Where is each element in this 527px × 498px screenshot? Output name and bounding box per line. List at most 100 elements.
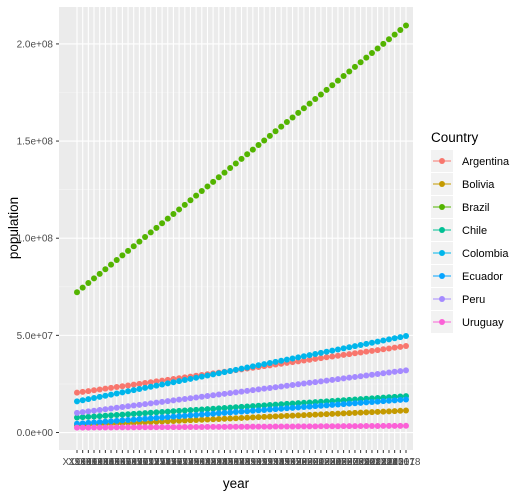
data-point <box>193 375 199 381</box>
x-axis: X1960X1961X1962X1963X1964X1965X1966X1967… <box>63 450 421 468</box>
data-point <box>318 378 324 384</box>
data-point <box>125 411 131 417</box>
data-point <box>392 345 398 351</box>
data-point <box>136 416 142 422</box>
data-point <box>307 404 313 410</box>
data-point <box>250 363 256 369</box>
data-point <box>244 415 250 421</box>
data-point <box>210 392 216 398</box>
data-point <box>85 280 91 286</box>
data-point <box>221 391 227 397</box>
data-point <box>244 388 250 394</box>
data-point <box>176 206 182 212</box>
data-point <box>193 193 199 199</box>
data-point <box>204 411 210 417</box>
data-point <box>165 424 171 430</box>
data-point <box>187 412 193 418</box>
data-point <box>261 386 267 392</box>
data-point <box>358 410 364 416</box>
y-tick-label: 2.0e+08 <box>17 39 54 50</box>
legend-key <box>431 173 453 195</box>
data-point <box>403 408 409 414</box>
data-point <box>233 415 239 421</box>
data-point <box>136 402 142 408</box>
data-point <box>142 385 148 391</box>
data-point <box>329 377 335 383</box>
data-point <box>142 234 148 240</box>
data-point <box>363 423 369 429</box>
data-point <box>108 405 114 411</box>
data-point <box>165 380 171 386</box>
data-point <box>210 424 216 430</box>
data-point <box>210 411 216 417</box>
data-point <box>250 408 256 414</box>
data-point <box>199 424 205 430</box>
data-point <box>358 423 364 429</box>
data-point <box>74 390 80 396</box>
data-point <box>329 423 335 429</box>
data-point <box>125 382 131 388</box>
data-point <box>346 401 352 407</box>
data-point <box>363 341 369 347</box>
data-point <box>102 393 108 399</box>
data-point <box>233 367 239 373</box>
data-point <box>239 389 245 395</box>
data-point <box>159 381 165 387</box>
data-point <box>290 356 296 362</box>
data-point <box>397 397 403 403</box>
legend-key-point <box>439 273 445 279</box>
data-point <box>324 423 330 429</box>
data-point <box>273 128 279 134</box>
data-point <box>403 367 409 373</box>
data-point <box>284 405 290 411</box>
data-point <box>295 381 301 387</box>
data-point <box>97 271 103 277</box>
data-point <box>278 424 284 430</box>
data-point <box>97 394 103 400</box>
data-point <box>74 410 80 416</box>
data-point <box>386 370 392 376</box>
data-point <box>352 64 358 70</box>
data-point <box>307 423 313 429</box>
data-point <box>114 384 120 390</box>
data-point <box>380 346 386 352</box>
data-point <box>375 423 381 429</box>
data-point <box>153 415 159 421</box>
legend-label: Colombia <box>462 248 509 260</box>
data-point <box>80 285 86 291</box>
data-point <box>290 114 296 120</box>
data-point <box>335 78 341 84</box>
data-point <box>85 425 91 431</box>
data-point <box>97 419 103 425</box>
data-point <box>131 411 137 417</box>
data-point <box>324 378 330 384</box>
data-point <box>97 413 103 419</box>
data-point <box>165 398 171 404</box>
data-point <box>363 55 369 61</box>
data-point <box>358 59 364 65</box>
data-point <box>176 397 182 403</box>
data-point <box>193 412 199 418</box>
data-point <box>290 423 296 429</box>
legend: Country Argentina Bolivia Brazil Chile Colom… <box>431 130 510 333</box>
data-point <box>386 36 392 42</box>
data-point <box>273 359 279 365</box>
data-point <box>142 424 148 430</box>
data-point <box>284 357 290 363</box>
y-axis-title: population <box>6 197 21 259</box>
data-point <box>397 368 403 374</box>
data-point <box>239 156 245 162</box>
data-point <box>244 408 250 414</box>
data-point <box>102 386 108 392</box>
data-point <box>256 407 262 413</box>
data-point <box>159 409 165 415</box>
data-point <box>244 424 250 430</box>
data-point <box>250 414 256 420</box>
data-point <box>182 396 188 402</box>
data-point <box>301 353 307 359</box>
legend-key <box>431 265 453 287</box>
data-point <box>199 412 205 418</box>
data-point <box>380 423 386 429</box>
data-point <box>165 216 171 222</box>
legend-key-point <box>439 319 445 325</box>
